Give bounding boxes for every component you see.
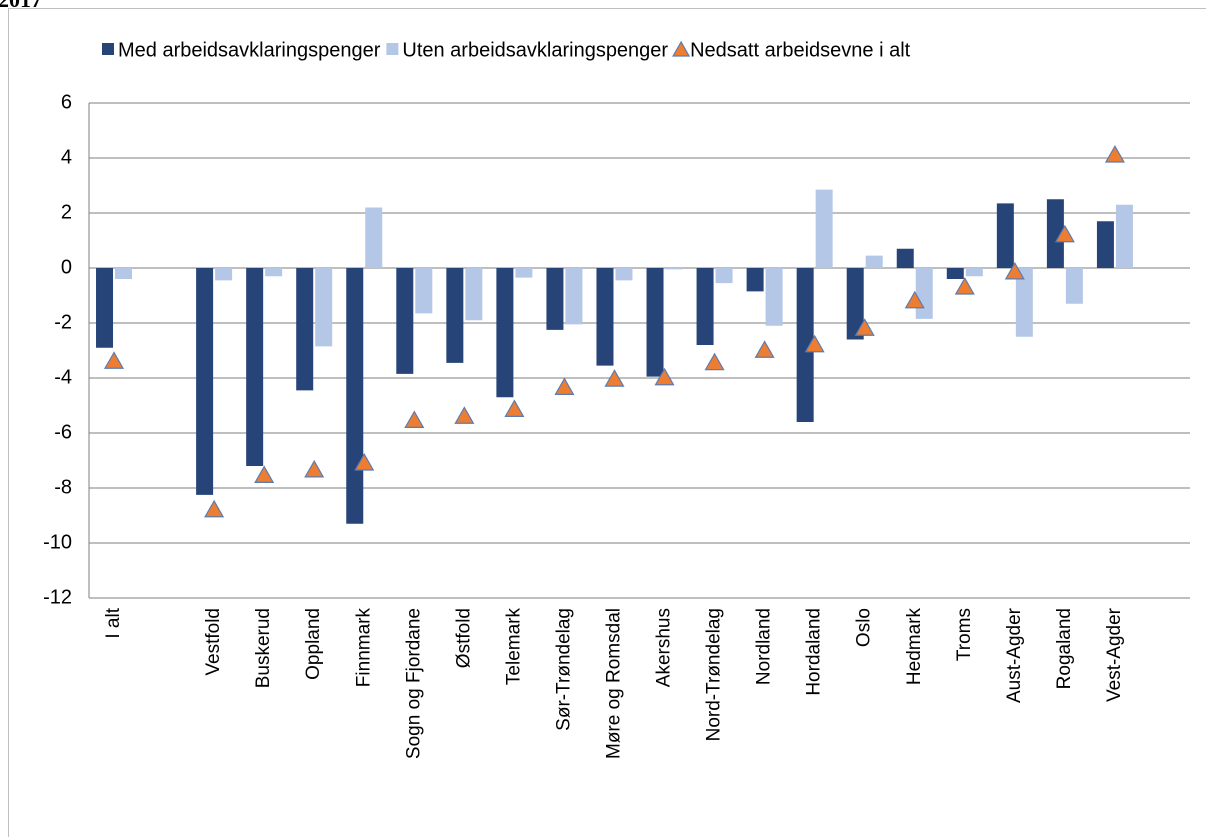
y-tick-label: 4 (61, 146, 72, 168)
bar (865, 255, 883, 268)
triangle-marker (904, 290, 925, 309)
legend-swatch (386, 43, 399, 55)
y-tick-label: -2 (54, 311, 72, 333)
x-tick-label: Hedmark (904, 608, 925, 686)
y-tick-label: -6 (54, 421, 72, 443)
bar (1115, 204, 1133, 268)
bar (1065, 268, 1083, 304)
x-tick-label: Vestfold (203, 608, 224, 676)
triangle-marker (354, 453, 375, 471)
x-tick-label: Sør-Trøndelag (553, 608, 574, 731)
x-tick-label: Hordaland (804, 608, 825, 696)
x-tick-label: Rogaland (1054, 608, 1075, 689)
triangle-marker (654, 367, 675, 386)
y-tick-label: -8 (54, 476, 72, 498)
y-tick-label: -4 (54, 366, 72, 388)
triangle-marker (854, 318, 875, 336)
x-tick-label: Nord-Trøndelag (704, 608, 725, 741)
y-tick-label: 6 (61, 91, 72, 113)
bar (196, 268, 214, 495)
bar (765, 268, 783, 326)
triangle-marker (504, 399, 525, 417)
legend-label: Med arbeidsavklaringspenger (118, 39, 381, 61)
bar (796, 268, 814, 422)
triangle-marker (204, 499, 225, 518)
bar (465, 268, 483, 321)
triangle-marker (254, 465, 275, 483)
bar (615, 268, 633, 281)
triangle-marker (1004, 261, 1025, 280)
triangle-marker (704, 352, 725, 371)
bar (265, 268, 283, 277)
x-tick-label: Vest-Agder (1104, 607, 1125, 702)
bar (496, 268, 514, 398)
triangle-marker (103, 351, 125, 369)
triangle-marker (454, 406, 475, 424)
bar (1015, 268, 1033, 337)
triangle-marker (754, 340, 775, 358)
legend-label: Nedsatt arbeidsevne i alt (690, 39, 911, 61)
x-tick-label: Finnmark (353, 608, 374, 688)
bar (96, 268, 114, 348)
bar (315, 268, 333, 347)
triangle-marker (304, 459, 325, 478)
bar (746, 268, 764, 292)
x-tick-label: Nordland (754, 608, 775, 685)
bar (346, 268, 364, 524)
y-tick-label: -10 (43, 531, 72, 553)
x-tick-label: Telemark (503, 608, 524, 686)
bar (815, 189, 833, 268)
chart-border (8, 8, 1206, 837)
legend-label: Uten arbeidsavklaringspenger (402, 39, 668, 61)
triangle-marker (404, 410, 425, 428)
bar (246, 268, 264, 466)
bar (546, 268, 564, 330)
y-tick-label: 0 (61, 256, 72, 278)
x-tick-label: Møre og Romsdal (603, 608, 624, 759)
x-tick-label: Aust-Agder (1004, 607, 1025, 703)
bar (915, 268, 933, 319)
y-tick-label: 2 (61, 201, 72, 223)
triangle-marker (1104, 145, 1125, 163)
bar (115, 268, 133, 279)
triangle-marker (804, 334, 825, 353)
y-tick-label: -12 (43, 586, 72, 608)
bar (896, 248, 914, 268)
x-tick-label: Sogn og Fjordane (403, 608, 424, 759)
bar (565, 268, 583, 325)
triangle-marker (954, 277, 975, 295)
chart-title: 2017 (0, 0, 42, 12)
triangle-marker (554, 377, 575, 395)
x-tick-label: Akershus (654, 608, 675, 687)
bar (515, 268, 533, 278)
bar (215, 268, 233, 281)
bar (296, 268, 314, 391)
bar (715, 268, 733, 284)
bar (446, 268, 464, 363)
bar (396, 268, 414, 374)
bar (415, 268, 433, 314)
bar (846, 268, 864, 340)
x-tick-label: Troms (954, 608, 975, 661)
bar (946, 268, 964, 279)
x-tick-label: I alt (103, 607, 124, 638)
bar (365, 207, 383, 268)
bar (696, 268, 714, 345)
x-tick-label: Østfold (453, 608, 474, 668)
x-tick-label: Oslo (854, 608, 875, 647)
x-tick-label: Oppland (303, 608, 324, 680)
bar (1046, 199, 1064, 268)
legend-marker (672, 40, 691, 57)
triangle-marker (1054, 224, 1075, 243)
x-tick-label: Buskerud (253, 608, 274, 688)
bar (596, 268, 614, 366)
bar (1096, 221, 1114, 268)
bar (646, 268, 664, 377)
triangle-marker (604, 369, 625, 387)
bar (996, 203, 1014, 268)
bar (665, 268, 683, 270)
bar (965, 268, 983, 277)
legend-swatch (102, 43, 114, 55)
